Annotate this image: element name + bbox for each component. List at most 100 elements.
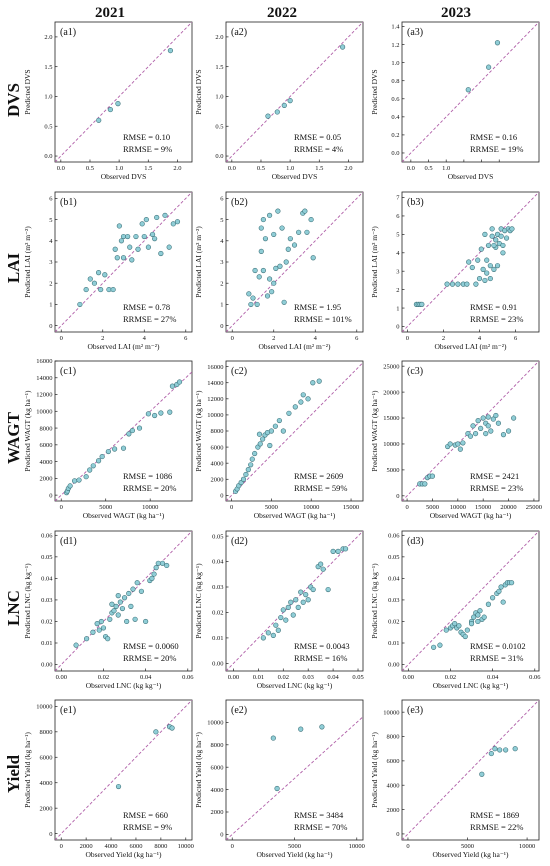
x-tick-label: 4000 xyxy=(105,843,118,850)
y-tick-label: 10000 xyxy=(36,408,52,415)
plot-frame xyxy=(54,21,193,163)
data-point xyxy=(167,409,173,415)
panel-c3: 0 5000 10000 15000 20000 25000 0 5000 10000 15000… xyxy=(370,360,542,520)
x-tick-label: 0.00 xyxy=(56,674,67,681)
data-point xyxy=(320,566,326,572)
data-point xyxy=(419,301,425,307)
x-tick-label: 0 xyxy=(405,504,408,511)
data-point xyxy=(500,250,506,256)
data-point xyxy=(280,428,286,434)
x-tick-label: 0.04 xyxy=(140,674,152,681)
x-axis-label: Observed DVS xyxy=(101,172,147,181)
data-point xyxy=(271,280,277,286)
data-point xyxy=(118,238,125,244)
plot-frame xyxy=(54,360,193,502)
data-point xyxy=(298,589,304,595)
x-tick-label: 4 xyxy=(478,335,482,342)
data-point xyxy=(264,293,271,299)
y-tick-label: 12000 xyxy=(207,396,223,403)
x-tick-label: 4 xyxy=(143,335,147,342)
data-point xyxy=(472,430,479,437)
panel-a3: 0.0 0.5 1.0 0.0 0.2 0.4 0.6 0.8 1.0 1.2 1.4 Observe… xyxy=(370,21,540,181)
panel-tag: (c3) xyxy=(407,366,423,377)
data-point xyxy=(484,270,490,276)
y-tick-label: 1.2 xyxy=(391,42,399,49)
data-point xyxy=(248,462,254,468)
data-point xyxy=(449,281,456,287)
row-title-lnc: LNC xyxy=(4,590,23,626)
panel-tag: (a3) xyxy=(407,27,423,38)
panel-tag: (c1) xyxy=(60,366,76,377)
x-tick-label: 0.06 xyxy=(182,674,194,681)
one-to-one-line xyxy=(55,531,192,671)
x-tick-label: 0 xyxy=(60,843,63,850)
data-point xyxy=(487,275,493,282)
y-tick-label: 25000 xyxy=(383,363,399,370)
data-point xyxy=(490,595,496,601)
data-point xyxy=(272,423,278,429)
x-tick-label: 10000 xyxy=(142,504,158,511)
one-to-one-line xyxy=(55,192,192,332)
y-tick-label: 3 xyxy=(396,268,399,275)
y-tick-label: 2 xyxy=(49,280,52,287)
panel-d1: 0.00 0.02 0.04 0.06 0.00 0.01 0.02 0.03 0.04 0.05… xyxy=(23,530,194,690)
rmse-label: RMSE = 0.0060 xyxy=(123,641,179,651)
data-point xyxy=(267,442,273,449)
data-point xyxy=(281,299,287,305)
data-point xyxy=(483,430,489,437)
one-to-one-line xyxy=(226,192,363,332)
data-point xyxy=(488,750,494,757)
data-point xyxy=(120,255,127,261)
y-tick-label: 0.01 xyxy=(212,635,223,642)
x-tick-label: 0.5 xyxy=(257,165,265,172)
panel-e2: 0 5000 10000 0 2000 4000 6000 8000 10000 Observed… xyxy=(194,699,365,859)
data-point xyxy=(283,259,289,265)
y-tick-label: 10000 xyxy=(383,441,399,448)
data-point xyxy=(310,255,316,261)
y-axis-label: Predicted Yield (kg ha⁻¹) xyxy=(23,732,32,808)
data-point xyxy=(71,478,78,484)
y-tick-label: 3 xyxy=(220,259,223,266)
data-point xyxy=(153,565,159,571)
x-tick-label: 1.0 xyxy=(442,165,450,172)
panel-tag: (b3) xyxy=(407,197,424,208)
panel-tag: (d2) xyxy=(231,536,248,547)
y-tick-label: 0.04 xyxy=(388,576,400,583)
rrmse-label: RRMSE = 9% xyxy=(123,822,172,832)
data-point xyxy=(76,477,82,483)
data-point xyxy=(460,440,466,446)
x-tick-label: 25000 xyxy=(526,504,542,511)
plot-frame xyxy=(401,699,540,841)
rrmse-label: RRMSE = 4% xyxy=(294,144,343,154)
data-point xyxy=(485,242,492,249)
row-title-dvs: DVS xyxy=(4,83,23,117)
data-point xyxy=(98,618,104,625)
y-tick-label: 4000 xyxy=(387,782,400,789)
data-point xyxy=(469,264,475,271)
rmse-label: RMSE = 660 xyxy=(123,810,168,820)
panel-tag: (b1) xyxy=(60,197,77,208)
rrmse-label: RRMSE = 101% xyxy=(294,314,352,324)
x-tick-label: 10000 xyxy=(450,504,466,511)
y-tick-label: 2000 xyxy=(40,805,53,812)
data-point xyxy=(260,436,266,442)
x-tick-label: 1.0 xyxy=(286,165,294,172)
y-tick-label: 4000 xyxy=(40,459,53,466)
data-point xyxy=(87,467,93,473)
y-tick-label: 0.4 xyxy=(391,114,400,121)
x-tick-label: 0.00 xyxy=(228,674,239,681)
y-tick-label: 12000 xyxy=(36,392,52,399)
y-tick-label: 6000 xyxy=(40,442,53,449)
one-to-one-line xyxy=(55,22,192,162)
y-tick-label: 8000 xyxy=(211,428,224,435)
y-axis-label: Predicted LNC (kg kg⁻¹) xyxy=(370,563,379,639)
data-point xyxy=(485,414,491,420)
data-point xyxy=(302,208,308,214)
data-point xyxy=(135,246,141,252)
data-point xyxy=(500,599,506,605)
rmse-label: RMSE = 3484 xyxy=(294,810,344,820)
data-point xyxy=(95,270,102,276)
y-tick-label: 0 xyxy=(396,493,399,500)
y-tick-label: 0.03 xyxy=(41,597,52,604)
y-tick-label: 1 xyxy=(396,305,399,312)
